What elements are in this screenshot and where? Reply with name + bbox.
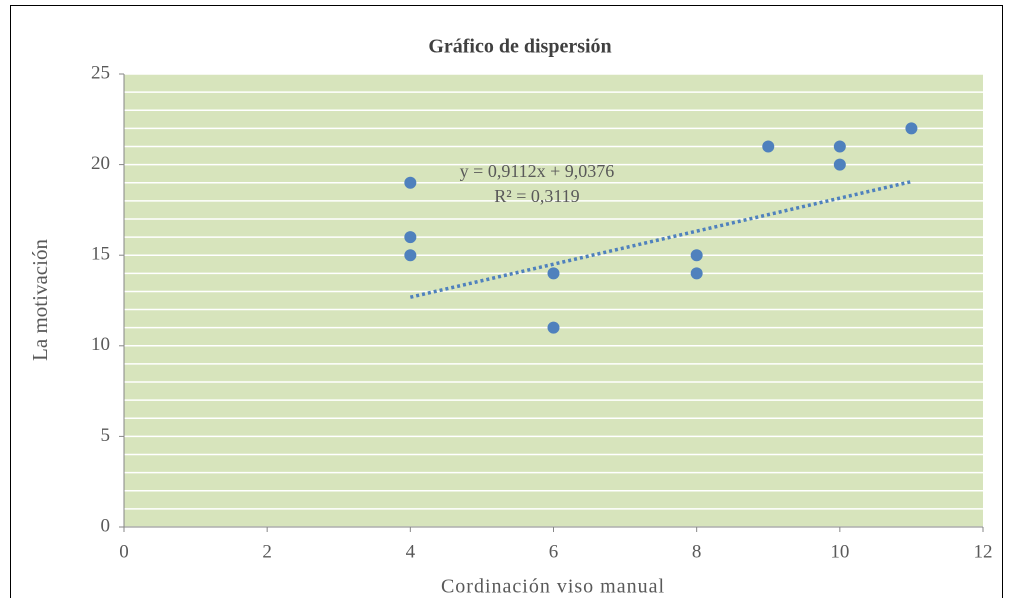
y-tick-label: 20 bbox=[91, 153, 110, 174]
point bbox=[905, 122, 918, 135]
plot-area bbox=[124, 74, 983, 527]
point bbox=[547, 321, 560, 334]
y-tick-label: 0 bbox=[101, 515, 111, 536]
x-tick-label: 12 bbox=[974, 541, 993, 562]
point bbox=[690, 249, 703, 262]
x-tick-label: 0 bbox=[119, 541, 129, 562]
y-axis-label: La motivación bbox=[28, 239, 52, 361]
y-tick-label: 10 bbox=[91, 334, 110, 355]
x-tick-label: 4 bbox=[406, 541, 416, 562]
trendline bbox=[409, 179, 912, 299]
point bbox=[404, 249, 417, 262]
point bbox=[690, 267, 703, 280]
x-tick-label: 10 bbox=[830, 541, 849, 562]
x-tick-label: 2 bbox=[262, 541, 272, 562]
trendline-equation: y = 0,9112x + 9,0376 bbox=[460, 161, 615, 181]
x-axis-label: Cordinación viso manual bbox=[441, 576, 665, 598]
point bbox=[404, 231, 417, 244]
x-tick-label: 8 bbox=[692, 541, 702, 562]
chart-title: Gráfico de dispersión bbox=[428, 36, 611, 58]
point bbox=[833, 158, 846, 171]
point bbox=[547, 267, 560, 280]
y-tick-label: 25 bbox=[91, 62, 110, 83]
point bbox=[833, 140, 846, 153]
y-tick-label: 5 bbox=[101, 425, 111, 446]
point bbox=[762, 140, 775, 153]
point bbox=[404, 176, 417, 189]
x-tick-label: 6 bbox=[549, 541, 559, 562]
y-tick-label: 15 bbox=[91, 244, 110, 265]
trendline-r2: R² = 0,3119 bbox=[494, 186, 579, 206]
